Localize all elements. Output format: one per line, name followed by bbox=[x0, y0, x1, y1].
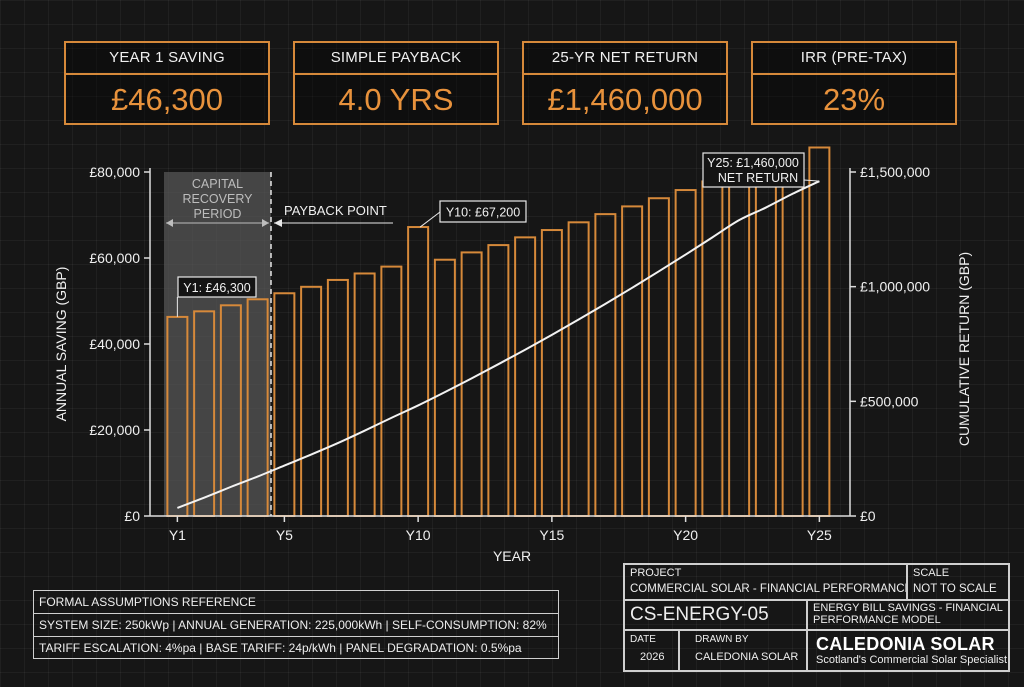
drawn-by-label: DRAWN BY bbox=[695, 634, 749, 645]
bar bbox=[460, 251, 483, 517]
payback-arrow-head bbox=[274, 219, 282, 227]
bar bbox=[273, 292, 296, 518]
drawing-title: ENERGY BILL SAVINGS - FINANCIAL PERFORMA… bbox=[813, 602, 1003, 626]
bar bbox=[754, 163, 777, 517]
left-axis-title: ANNUAL SAVING (GBP) bbox=[53, 267, 69, 422]
left-tick-label: £80,000 bbox=[89, 164, 140, 180]
y10-callout-box bbox=[439, 200, 527, 223]
bar bbox=[514, 236, 537, 518]
date-value: 2026 bbox=[640, 651, 665, 663]
x-axis-title: YEAR bbox=[493, 548, 531, 564]
right-tick-label: £500,000 bbox=[860, 393, 919, 409]
scale-label: SCALE bbox=[913, 567, 950, 579]
y1-callout-label: Y1: £46,300 bbox=[183, 281, 250, 295]
scale-cell: SCALE NOT TO SCALE bbox=[907, 564, 1009, 600]
drawn-by-value: CALEDONIA SOLAR bbox=[695, 651, 799, 663]
y1-callout-box bbox=[177, 276, 257, 298]
right-tick-label: £1,500,000 bbox=[860, 164, 930, 180]
kpi-label: SIMPLE PAYBACK bbox=[295, 43, 497, 75]
bar bbox=[567, 221, 590, 517]
brand-cell: CALEDONIA SOLAR Scotland's Commercial So… bbox=[807, 630, 1009, 671]
left-tick-label: £40,000 bbox=[89, 336, 140, 352]
kpi-label: IRR (PRE-TAX) bbox=[753, 43, 955, 75]
drawing-title-cell: ENERGY BILL SAVINGS - FINANCIAL PERFORMA… bbox=[807, 600, 1009, 630]
drawing-number: CS-ENERGY-05 bbox=[630, 604, 769, 625]
kpi-value: £1,460,000 bbox=[547, 82, 703, 117]
kpi-value: £46,300 bbox=[110, 82, 224, 117]
assumptions-line-2: TARIFF ESCALATION: 4%pa | BASE TARIFF: 2… bbox=[39, 641, 522, 655]
y25-callout-label: Y25: £1,460,000 bbox=[707, 156, 799, 170]
kpi-label: YEAR 1 SAVING bbox=[66, 43, 268, 75]
bar bbox=[808, 146, 831, 518]
date-label: DATE bbox=[630, 634, 656, 645]
drawing-number-cell: CS-ENERGY-05 bbox=[624, 600, 807, 630]
x-tick-label: Y1 bbox=[169, 527, 186, 543]
bar bbox=[781, 155, 804, 517]
left-tick-label: £0 bbox=[124, 508, 140, 524]
x-tick-label: Y25 bbox=[807, 527, 832, 543]
bar bbox=[621, 205, 644, 517]
scale-value: NOT TO SCALE bbox=[913, 583, 997, 595]
x-tick-label: Y20 bbox=[673, 527, 698, 543]
kpi-simple-payback: SIMPLE PAYBACK 4.0 YRS bbox=[293, 41, 499, 125]
right-axis-title: CUMULATIVE RETURN (GBP) bbox=[956, 252, 972, 446]
payback-point-label: PAYBACK POINT bbox=[284, 203, 387, 218]
project-value: COMMERCIAL SOLAR - FINANCIAL PERFORMANCE bbox=[630, 583, 907, 595]
bar bbox=[300, 285, 323, 517]
kpi-irr: IRR (PRE-TAX) 23% bbox=[751, 41, 957, 125]
x-tick-label: Y5 bbox=[276, 527, 293, 543]
capital-recovery-region bbox=[164, 172, 271, 516]
right-tick-label: £0 bbox=[860, 508, 876, 524]
title-block: PROJECT COMMERCIAL SOLAR - FINANCIAL PER… bbox=[623, 563, 1010, 672]
bar bbox=[407, 226, 430, 517]
capital-recovery-label: CAPITAL bbox=[192, 177, 243, 191]
kpi-year1-saving: YEAR 1 SAVING £46,300 bbox=[64, 41, 270, 125]
project-label: PROJECT bbox=[630, 567, 682, 579]
assumptions-title: FORMAL ASSUMPTIONS REFERENCE bbox=[34, 591, 558, 614]
recovery-arrow-right bbox=[262, 219, 269, 227]
right-tick-label: £1,000,000 bbox=[860, 279, 930, 295]
y25-callout-sublabel: NET RETURN bbox=[718, 171, 798, 185]
capital-recovery-label: RECOVERY bbox=[183, 192, 254, 206]
y10-callout-leader bbox=[419, 211, 441, 228]
bar bbox=[487, 244, 510, 517]
x-tick-label: Y10 bbox=[406, 527, 431, 543]
brand-tagline: Scotland's Commercial Solar Specialist bbox=[816, 654, 1008, 666]
brand-name: CALEDONIA SOLAR bbox=[816, 634, 995, 654]
drawn-by-cell: DRAWN BY CALEDONIA SOLAR bbox=[679, 630, 807, 671]
y25-callout-leader bbox=[803, 179, 820, 182]
y25-callout-box bbox=[702, 152, 805, 188]
x-tick-label: Y15 bbox=[539, 527, 564, 543]
y10-callout-label: Y10: £67,200 bbox=[446, 206, 520, 220]
project-cell: PROJECT COMMERCIAL SOLAR - FINANCIAL PER… bbox=[624, 564, 907, 600]
recovery-arrow-left bbox=[166, 219, 173, 227]
bar bbox=[326, 278, 349, 517]
bar bbox=[594, 213, 617, 517]
cumulative-return-line bbox=[177, 180, 820, 509]
assumptions-line-1: SYSTEM SIZE: 250kWp | ANNUAL GENERATION:… bbox=[34, 614, 558, 637]
bar bbox=[353, 272, 376, 518]
bar bbox=[540, 229, 563, 518]
bar bbox=[647, 197, 670, 517]
kpi-value: 23% bbox=[822, 82, 886, 117]
capital-recovery-label: PERIOD bbox=[194, 207, 242, 221]
kpi-net-return: 25-YR NET RETURN £1,460,000 bbox=[522, 41, 728, 125]
kpi-value: 4.0 YRS bbox=[338, 82, 454, 117]
bar bbox=[674, 189, 697, 517]
bar bbox=[380, 265, 403, 517]
kpi-label: 25-YR NET RETURN bbox=[524, 43, 726, 75]
date-cell: DATE 2026 bbox=[624, 630, 679, 671]
assumptions-box: FORMAL ASSUMPTIONS REFERENCE SYSTEM SIZE… bbox=[33, 590, 559, 659]
left-tick-label: £60,000 bbox=[89, 250, 140, 266]
left-tick-label: £20,000 bbox=[89, 422, 140, 438]
